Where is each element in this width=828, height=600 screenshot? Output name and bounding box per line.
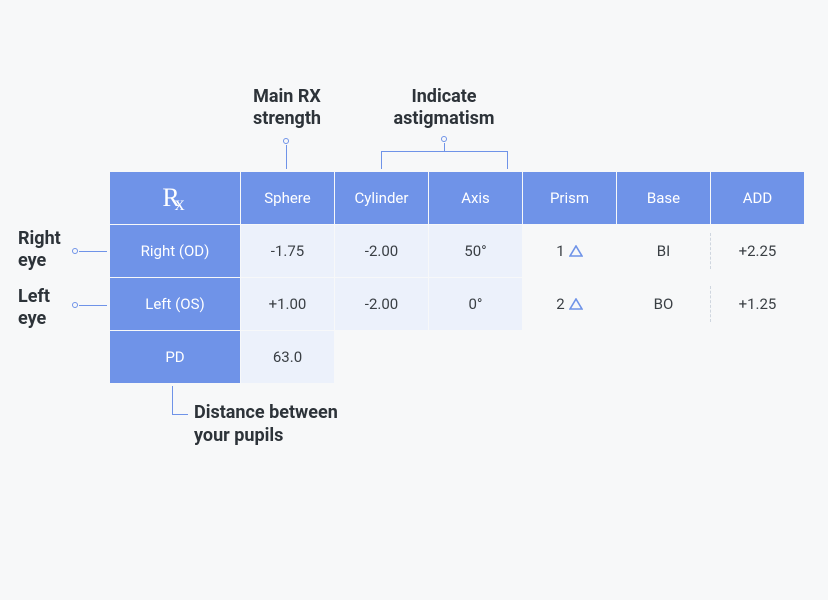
row-label-pd: PD [110, 331, 240, 383]
connector-line [172, 414, 188, 415]
connector-dot [441, 136, 447, 142]
annotation-main-rx: Main RXstrength [232, 86, 342, 129]
connector-line [79, 251, 107, 252]
header-prism: Prism [523, 172, 616, 224]
header-add: ADD [711, 172, 804, 224]
header-base: Base [617, 172, 710, 224]
left-axis: 0° [429, 278, 522, 330]
right-cylinder: -2.00 [335, 225, 428, 277]
right-base: BI [617, 225, 710, 277]
left-base: BO [617, 278, 710, 330]
connector-dot [72, 248, 78, 254]
prescription-table: Rx Sphere Cylinder Axis Prism Base ADD R… [110, 172, 804, 383]
annotation-astigmatism: Indicateastigmatism [374, 86, 514, 129]
annotation-main-rx-text: Main RXstrength [253, 86, 321, 129]
connector-line [444, 143, 445, 151]
connector-line [79, 305, 107, 306]
prescription-infographic: Main RXstrength Indicateastigmatism Righ… [0, 0, 828, 600]
header-axis: Axis [429, 172, 522, 224]
left-sphere: +1.00 [241, 278, 334, 330]
connector-line [286, 145, 287, 169]
annotation-right-eye: Righteye [18, 228, 61, 271]
right-add: +2.25 [711, 225, 804, 277]
connector-dot [283, 138, 289, 144]
triangle-icon [569, 298, 583, 310]
right-prism-value: 1 [556, 242, 564, 260]
annotation-pd-text: Distance betweenyour pupils [194, 402, 338, 446]
header-sphere: Sphere [241, 172, 334, 224]
annotation-right-eye-text: Righteye [18, 228, 61, 271]
left-cylinder: -2.00 [335, 278, 428, 330]
left-add: +1.25 [711, 278, 804, 330]
header-rx: Rx [110, 172, 240, 224]
row-label-left: Left (OS) [110, 278, 240, 330]
connector-line [507, 151, 508, 169]
rx-icon: Rx [162, 185, 187, 211]
right-prism: 1 [523, 225, 616, 277]
right-sphere: -1.75 [241, 225, 334, 277]
annotation-left-eye: Lefteye [18, 286, 50, 329]
annotation-astigmatism-text: Indicateastigmatism [394, 86, 495, 129]
annotation-left-eye-text: Lefteye [18, 286, 50, 329]
right-axis: 50° [429, 225, 522, 277]
left-prism-value: 2 [556, 295, 564, 313]
header-cylinder: Cylinder [335, 172, 428, 224]
annotation-pd: Distance betweenyour pupils [194, 402, 338, 447]
row-label-right: Right (OD) [110, 225, 240, 277]
connector-line [381, 151, 382, 169]
connector-line [172, 386, 173, 414]
connector-dot [72, 302, 78, 308]
triangle-icon [569, 245, 583, 257]
pd-value: 63.0 [241, 331, 334, 383]
connector-line [381, 151, 507, 152]
left-prism: 2 [523, 278, 616, 330]
